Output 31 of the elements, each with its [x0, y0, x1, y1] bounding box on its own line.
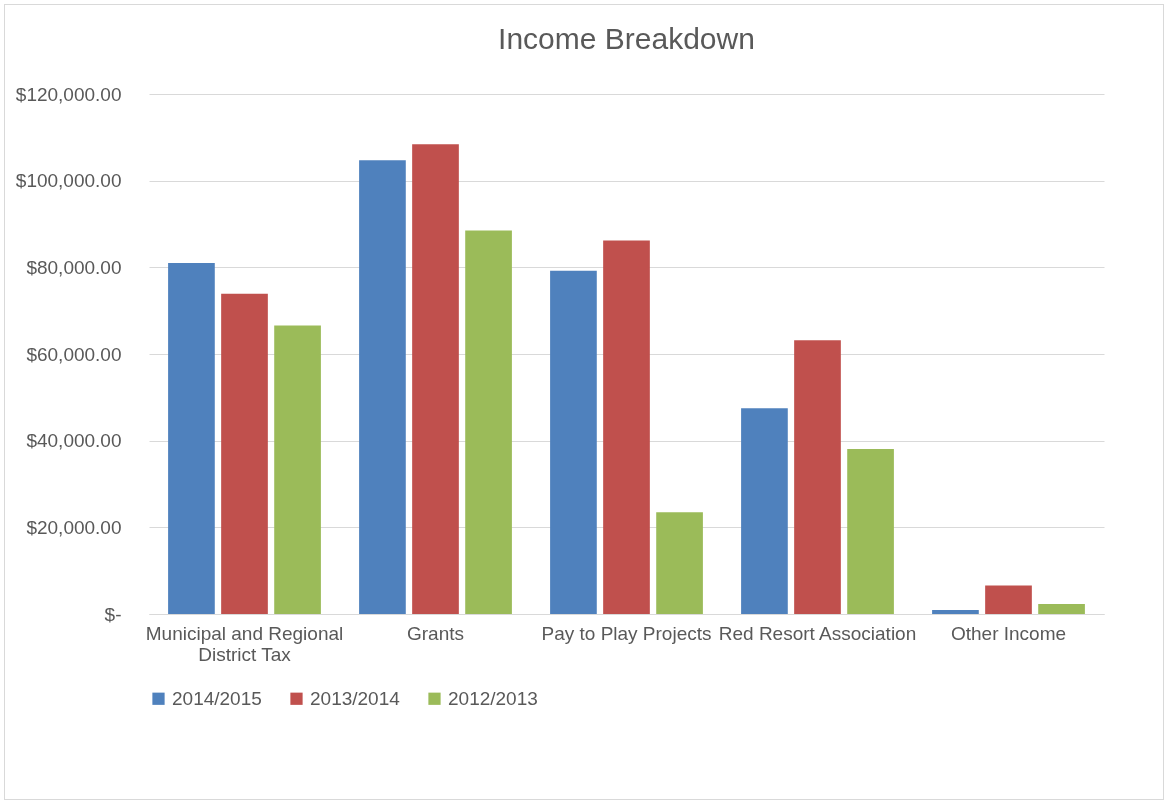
bar [932, 610, 979, 614]
bar [985, 585, 1032, 614]
bar [465, 230, 512, 614]
bar [794, 340, 841, 614]
x-tick-label: Municipal and Regional District Tax [145, 622, 344, 665]
bar [741, 408, 788, 614]
y-tick-label: $- [104, 603, 122, 625]
bar [412, 144, 459, 614]
bar [274, 325, 321, 614]
x-tick-label: Pay to Play Projects [541, 622, 712, 644]
bar [656, 512, 703, 614]
bar [221, 293, 268, 614]
x-tick-label: Grants [406, 622, 465, 644]
bar [359, 160, 406, 614]
legend-label: 2014/2015 [172, 687, 262, 709]
x-tick-label: Red Resort Association [718, 622, 917, 644]
bar [1038, 604, 1085, 614]
x-tick-label: Other Income [950, 622, 1067, 644]
bar [168, 263, 215, 614]
bar [550, 270, 597, 614]
y-tick-label: $100,000.00 [15, 170, 122, 192]
legend-label: 2013/2014 [310, 687, 401, 709]
legend-label: 2012/2013 [448, 687, 538, 709]
y-tick-label: $120,000.00 [15, 83, 122, 105]
y-tick-label: $40,000.00 [26, 430, 122, 452]
chart-title: Income Breakdown [498, 22, 755, 55]
y-tick-label: $60,000.00 [26, 343, 122, 365]
y-tick-label: $20,000.00 [26, 516, 122, 538]
bar [603, 240, 650, 614]
bar [847, 448, 894, 614]
y-tick-label: $80,000.00 [26, 256, 122, 278]
